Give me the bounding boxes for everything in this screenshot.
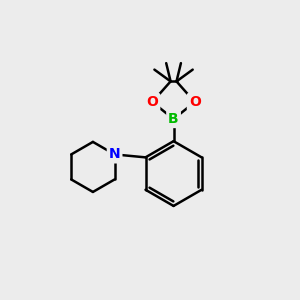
Text: N: N (109, 147, 120, 161)
Text: O: O (189, 95, 201, 109)
Text: O: O (146, 95, 158, 109)
Text: B: B (168, 112, 179, 126)
